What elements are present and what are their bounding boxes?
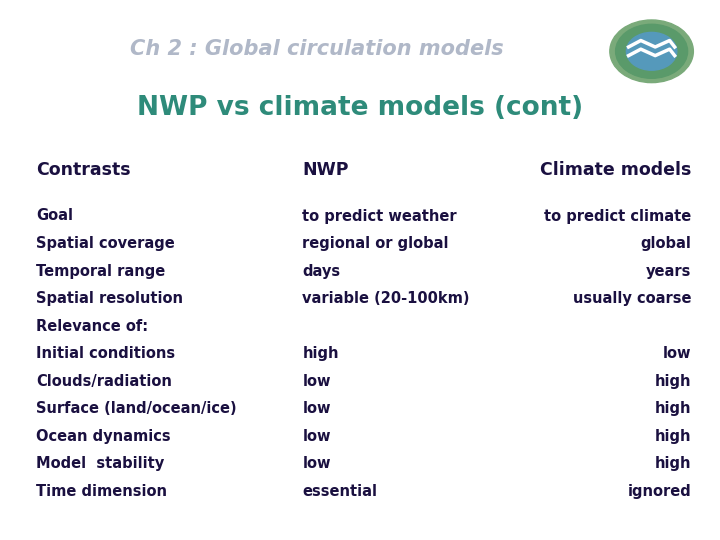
Text: essential: essential	[302, 484, 377, 499]
Text: Ocean dynamics: Ocean dynamics	[36, 429, 171, 444]
Circle shape	[610, 20, 693, 83]
Text: high: high	[654, 401, 691, 416]
Text: high: high	[654, 456, 691, 471]
Text: usually coarse: usually coarse	[572, 291, 691, 306]
Text: low: low	[302, 429, 331, 444]
Text: years: years	[646, 264, 691, 279]
Text: low: low	[302, 456, 331, 471]
Text: to predict climate: to predict climate	[544, 208, 691, 224]
Text: Clouds/radiation: Clouds/radiation	[36, 374, 172, 389]
Text: high: high	[654, 374, 691, 389]
Text: Contrasts: Contrasts	[36, 161, 130, 179]
Text: Time dimension: Time dimension	[36, 484, 167, 499]
Text: NWP: NWP	[302, 161, 349, 179]
Text: Spatial resolution: Spatial resolution	[36, 291, 183, 306]
Text: days: days	[302, 264, 341, 279]
Text: Temporal range: Temporal range	[36, 264, 166, 279]
Text: low: low	[302, 401, 331, 416]
Text: Initial conditions: Initial conditions	[36, 346, 175, 361]
Text: ignored: ignored	[627, 484, 691, 499]
Text: Climate models: Climate models	[540, 161, 691, 179]
Circle shape	[626, 32, 677, 70]
Text: to predict weather: to predict weather	[302, 208, 457, 224]
Text: regional or global: regional or global	[302, 236, 449, 251]
Text: Model  stability: Model stability	[36, 456, 164, 471]
Text: high: high	[654, 429, 691, 444]
Text: high: high	[302, 346, 339, 361]
Text: global: global	[640, 236, 691, 251]
Text: Ch 2 : Global circulation models: Ch 2 : Global circulation models	[130, 38, 503, 59]
Text: Goal: Goal	[36, 208, 73, 224]
Text: Spatial coverage: Spatial coverage	[36, 236, 175, 251]
Text: NWP vs climate models (cont): NWP vs climate models (cont)	[137, 95, 583, 121]
Text: variable (20-100km): variable (20-100km)	[302, 291, 470, 306]
Text: Relevance of:: Relevance of:	[36, 319, 148, 334]
Text: low: low	[302, 374, 331, 389]
Text: Surface (land/ocean/ice): Surface (land/ocean/ice)	[36, 401, 237, 416]
Circle shape	[616, 24, 688, 78]
Text: low: low	[662, 346, 691, 361]
